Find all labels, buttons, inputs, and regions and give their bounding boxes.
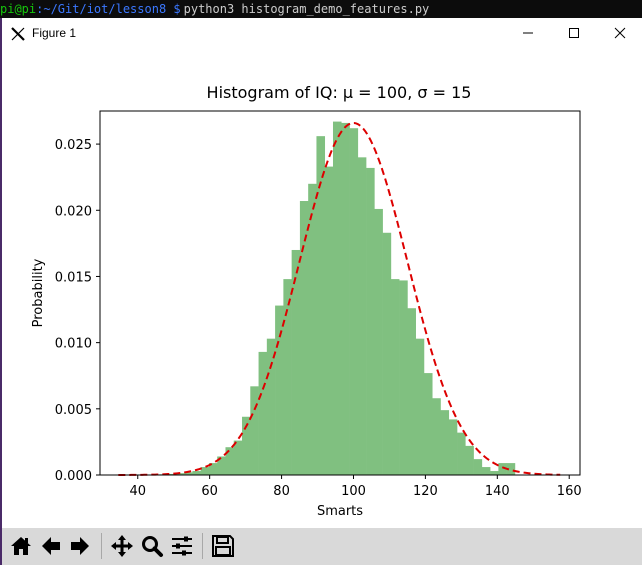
histogram-bar xyxy=(390,279,400,475)
toolbar-separator xyxy=(101,533,102,559)
histogram-bar xyxy=(341,122,350,475)
histogram-bar xyxy=(167,473,177,475)
histogram-bar xyxy=(490,471,499,475)
histogram-bar xyxy=(457,432,466,475)
axes-frame xyxy=(99,110,581,476)
histogram-bar xyxy=(242,416,251,475)
maximize-icon xyxy=(569,28,579,38)
histogram-bar xyxy=(208,463,218,475)
histogram-bar xyxy=(324,166,334,475)
y-tick-label: 0.015 xyxy=(55,270,92,285)
histogram-bar xyxy=(465,445,474,475)
toolbar-separator xyxy=(202,533,203,559)
histogram-bar xyxy=(316,136,326,475)
histogram-bar xyxy=(200,467,210,475)
pan-icon xyxy=(110,534,133,557)
zoom-button[interactable] xyxy=(138,532,165,559)
x-tick-label: 60 xyxy=(201,484,218,499)
histogram-bar xyxy=(283,279,292,475)
y-tick-label: 0.020 xyxy=(55,204,92,219)
forward-arrow-icon xyxy=(70,536,89,555)
histogram-bar xyxy=(407,308,416,475)
histogram-bar xyxy=(275,305,284,475)
histogram-bar xyxy=(258,351,268,475)
chart-title: Histogram of IQ: μ = 100, σ = 15 xyxy=(207,83,472,102)
zoom-icon xyxy=(141,535,163,557)
histogram-bar xyxy=(175,473,185,475)
histogram-bar xyxy=(233,440,243,475)
histogram-bar xyxy=(225,447,235,475)
y-tick-label: 0.010 xyxy=(55,337,92,352)
histogram-bar xyxy=(192,471,201,475)
y-axis-label: Probability xyxy=(31,258,46,327)
histogram-bar xyxy=(423,373,433,475)
histogram-bar xyxy=(184,472,193,475)
histogram-bar xyxy=(299,201,309,475)
histogram-bar xyxy=(506,463,516,475)
y-tick-label: 0.025 xyxy=(55,138,92,153)
title-bar[interactable]: Figure 1 xyxy=(2,18,642,50)
pan-button[interactable] xyxy=(108,532,135,559)
x-tick-label: 80 xyxy=(273,484,290,499)
x-axis-label: Smarts xyxy=(317,504,363,519)
minimize-icon xyxy=(523,32,533,34)
close-icon xyxy=(614,27,626,39)
window-title: Figure 1 xyxy=(32,26,77,40)
histogram-bar xyxy=(399,280,408,475)
histogram-bar xyxy=(349,128,359,475)
x-axis-ticks: 40 60 80 100 120 140 160 xyxy=(129,475,582,499)
y-tick-label: 0.000 xyxy=(55,469,92,484)
terminal-command: python3 histogram_demo_features.py xyxy=(183,2,430,16)
minimize-button[interactable] xyxy=(505,18,551,48)
close-button[interactable] xyxy=(597,18,642,48)
histogram-bar xyxy=(481,467,491,475)
terminal-prompt-line: pi@pi:~/Git/iot/lesson8 $ python3 histogr… xyxy=(0,0,642,18)
back-button[interactable] xyxy=(37,532,64,559)
histogram-bars xyxy=(118,121,516,476)
home-icon xyxy=(10,536,31,555)
y-tick-label: 0.005 xyxy=(55,403,92,418)
histogram-bar xyxy=(308,183,317,476)
save-icon xyxy=(211,534,234,557)
figure-window: Figure 1 Histogram of IQ: μ = 100, σ = 1… xyxy=(0,18,642,565)
histogram-bar xyxy=(432,398,441,475)
x-tick-label: 40 xyxy=(129,484,146,499)
save-button[interactable] xyxy=(209,532,236,559)
figure-canvas[interactable]: Histogram of IQ: μ = 100, σ = 15 40 60 80 1… xyxy=(2,50,642,528)
histogram-bar xyxy=(217,456,226,475)
histogram-bar xyxy=(448,419,458,475)
x-tick-label: 120 xyxy=(413,484,438,499)
histogram-bar xyxy=(473,459,483,475)
y-axis-ticks: 0.000 0.005 0.010 0.015 0.020 0.025 xyxy=(55,138,100,484)
terminal-user-host: pi@pi xyxy=(0,2,37,16)
histogram-bar xyxy=(382,232,392,475)
histogram-bar xyxy=(250,386,259,475)
histogram-bar xyxy=(366,167,375,476)
configure-subplots-icon xyxy=(171,536,192,555)
navigation-toolbar xyxy=(2,528,642,565)
forward-button[interactable] xyxy=(66,532,93,559)
histogram-bar xyxy=(291,249,301,475)
histogram-bar xyxy=(415,338,425,475)
histogram-bar xyxy=(266,338,276,475)
back-arrow-icon xyxy=(41,536,60,555)
histogram-bar xyxy=(440,410,450,475)
x-tick-label: 160 xyxy=(557,484,582,499)
x-tick-label: 100 xyxy=(341,484,366,499)
histogram-bar xyxy=(374,208,383,475)
normal-pdf-curve xyxy=(118,121,561,476)
x-tick-label: 140 xyxy=(485,484,510,499)
histogram-chart: Histogram of IQ: μ = 100, σ = 15 40 60 80 1… xyxy=(31,83,582,519)
home-button[interactable] xyxy=(7,532,34,559)
histogram-bar xyxy=(332,121,342,475)
terminal-path: :~/Git/iot/lesson8 $ xyxy=(36,2,181,16)
histogram-bar xyxy=(498,463,507,475)
maximize-button[interactable] xyxy=(551,18,597,48)
configure-subplots-button[interactable] xyxy=(168,532,195,559)
x-app-icon xyxy=(11,27,25,41)
histogram-bar xyxy=(357,157,367,475)
